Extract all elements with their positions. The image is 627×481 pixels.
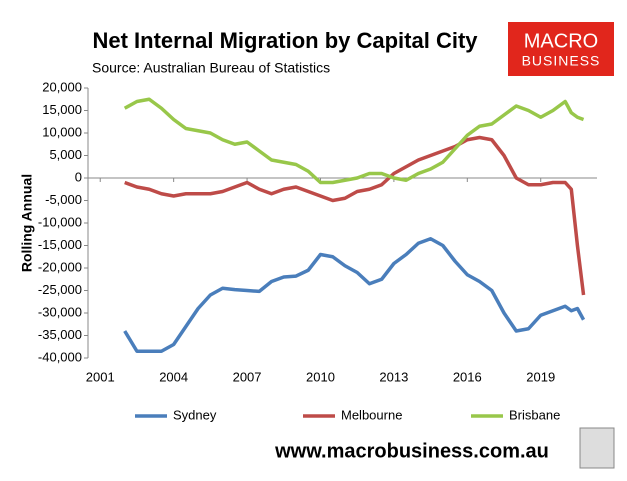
- y-tick-label: 10,000: [42, 124, 82, 139]
- wolf-icon: [579, 427, 615, 469]
- y-tick-label: -40,000: [38, 349, 82, 364]
- legend-label: Melbourne: [341, 407, 402, 422]
- y-tick-label: -25,000: [38, 282, 82, 297]
- chart-title: Net Internal Migration by Capital City: [92, 28, 478, 53]
- x-tick-label: 2007: [233, 369, 262, 384]
- y-tick-label: -20,000: [38, 259, 82, 274]
- y-tick-label: -5,000: [45, 192, 82, 207]
- y-tick-label: -30,000: [38, 304, 82, 319]
- x-tick-label: 2001: [86, 369, 115, 384]
- x-tick-label: 2019: [526, 369, 555, 384]
- y-tick-label: 20,000: [42, 79, 82, 94]
- chart-subtitle: Source: Australian Bureau of Statistics: [92, 60, 330, 76]
- legend-label: Brisbane: [509, 407, 560, 422]
- logo-box: [508, 22, 614, 76]
- y-tick-label: -35,000: [38, 327, 82, 342]
- y-tick-label: 15,000: [42, 102, 82, 117]
- line-series: [124, 135, 586, 296]
- legend-label: Sydney: [173, 407, 217, 422]
- line-series: [123, 97, 585, 185]
- y-axis-label: Rolling Annual: [19, 174, 35, 272]
- y-tick-label: 5,000: [49, 147, 82, 162]
- logo-text: MACRO: [524, 30, 598, 52]
- x-tick-label: 2010: [306, 369, 335, 384]
- y-tick-label: -10,000: [38, 214, 82, 229]
- x-tick-label: 2016: [453, 369, 482, 384]
- line-series: [123, 237, 586, 353]
- y-tick-label: 0: [75, 169, 82, 184]
- x-tick-label: 2004: [159, 369, 188, 384]
- logo-text: BUSINESS: [522, 53, 601, 69]
- website: www.macrobusiness.com.au: [274, 440, 549, 462]
- y-tick-label: -15,000: [38, 237, 82, 252]
- x-tick-label: 2013: [379, 369, 408, 384]
